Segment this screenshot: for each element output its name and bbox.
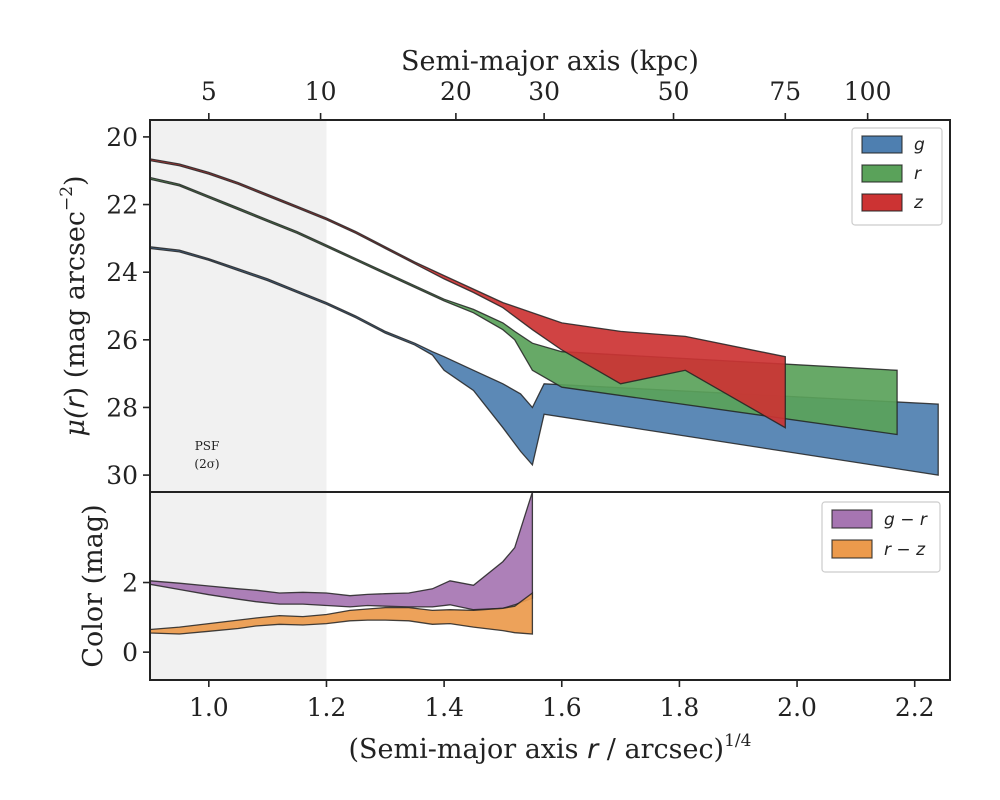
x-axis-title-part-0: (Semi-major axis (349, 734, 588, 765)
kpc-tick-label-0: 5 (201, 77, 217, 106)
psf-label-line-0: PSF (195, 439, 220, 453)
mu-ytick-label-2: 24 (106, 258, 138, 287)
xtick-label-6: 2.2 (895, 693, 935, 722)
color-legend-label-1: r − z (884, 540, 926, 560)
mu-axis-title-part-3: −2 (57, 186, 77, 211)
psf-region-top (150, 120, 327, 492)
xtick-label-5: 2.0 (777, 693, 817, 722)
color-legend-label-1-a: r (884, 540, 892, 560)
mu-legend-swatch-0 (861, 135, 903, 154)
color-legend-label-1-c: z (915, 540, 926, 560)
mu-axis-title-part-2: ) (mag arcsec (60, 211, 91, 397)
surface-brightness-panel: PSF (2σ) 20 22 24 26 28 30 5 10 20 30 50 75 100 grz (106, 77, 951, 493)
mu-axis-title-part-1: r (60, 395, 91, 408)
mu-ytick-label-1: 22 (106, 191, 138, 220)
axis-labels: Semi-major axis (kpc) (Semi-major axis r … (57, 46, 751, 765)
mu-legend-label-1: r (914, 164, 922, 184)
x-axis-title-part-1: r (587, 734, 600, 765)
mu-legend-label-2: z (913, 193, 924, 213)
x-axis-title-part-3: 1/4 (724, 731, 751, 751)
mu-legend-label-0: g (914, 135, 925, 155)
xtick-label-2: 1.4 (424, 693, 464, 722)
mu-band-0 (150, 246, 939, 476)
kpc-tick-label-5: 75 (769, 77, 801, 106)
mu-legend-swatch-2 (861, 193, 903, 212)
color-axis-title: Color (mag) (78, 504, 109, 667)
kpc-axis-title: Semi-major axis (kpc) (401, 46, 699, 77)
color-ytick-label-1: 2 (122, 569, 138, 598)
color-panel: 021.0 1.2 1.4 1.6 1.8 2.0 2.2g − rr − z (122, 491, 951, 722)
mu-axis-title: μ(r) (mag arcsec−2) (57, 175, 91, 436)
xtick-label-3: 1.6 (542, 693, 582, 722)
x-axis-title: (Semi-major axis r / arcsec)1/4 (349, 731, 752, 765)
color-ytick-label-0: 0 (122, 638, 138, 667)
mu-ytick-label-0: 20 (106, 123, 138, 152)
mu-ytick-label-4: 28 (106, 393, 138, 422)
kpc-tick-label-6: 100 (844, 77, 892, 106)
mu-ytick-label-5: 30 (106, 461, 138, 490)
x-axis-title-part-2: / arcsec) (598, 734, 724, 765)
mu-ytick-label-3: 26 (106, 326, 138, 355)
color-legend-label-0-c: r (920, 510, 928, 530)
mu-axis-title-part-0: μ( (60, 407, 91, 437)
color-legend-swatch-1 (831, 539, 873, 559)
color-legend-label-1-b: − (891, 540, 916, 560)
kpc-tick-label-1: 10 (305, 77, 337, 106)
mu-band-2 (150, 158, 786, 429)
psf-label-line-1: (2σ) (194, 457, 219, 471)
xtick-label-4: 1.8 (660, 693, 700, 722)
mu-legend-swatch-1 (861, 164, 903, 183)
kpc-tick-label-3: 30 (528, 77, 560, 106)
psf-label: PSF (2σ) (194, 439, 219, 471)
xtick-label-0: 1.0 (189, 693, 229, 722)
color-legend-label-0: g − r (884, 510, 928, 530)
xtick-label-1: 1.2 (307, 693, 347, 722)
kpc-tick-label-4: 50 (658, 77, 690, 106)
color-legend-label-0-a: g (884, 510, 895, 530)
color-legend-swatch-0 (831, 509, 873, 529)
color-legend-label-0-b: − (895, 510, 920, 530)
bottom-panel-frame (149, 491, 951, 681)
color-band-1 (150, 591, 534, 635)
kpc-tick-label-2: 20 (440, 77, 472, 106)
mu-axis-title-part-4: ) (60, 175, 91, 186)
